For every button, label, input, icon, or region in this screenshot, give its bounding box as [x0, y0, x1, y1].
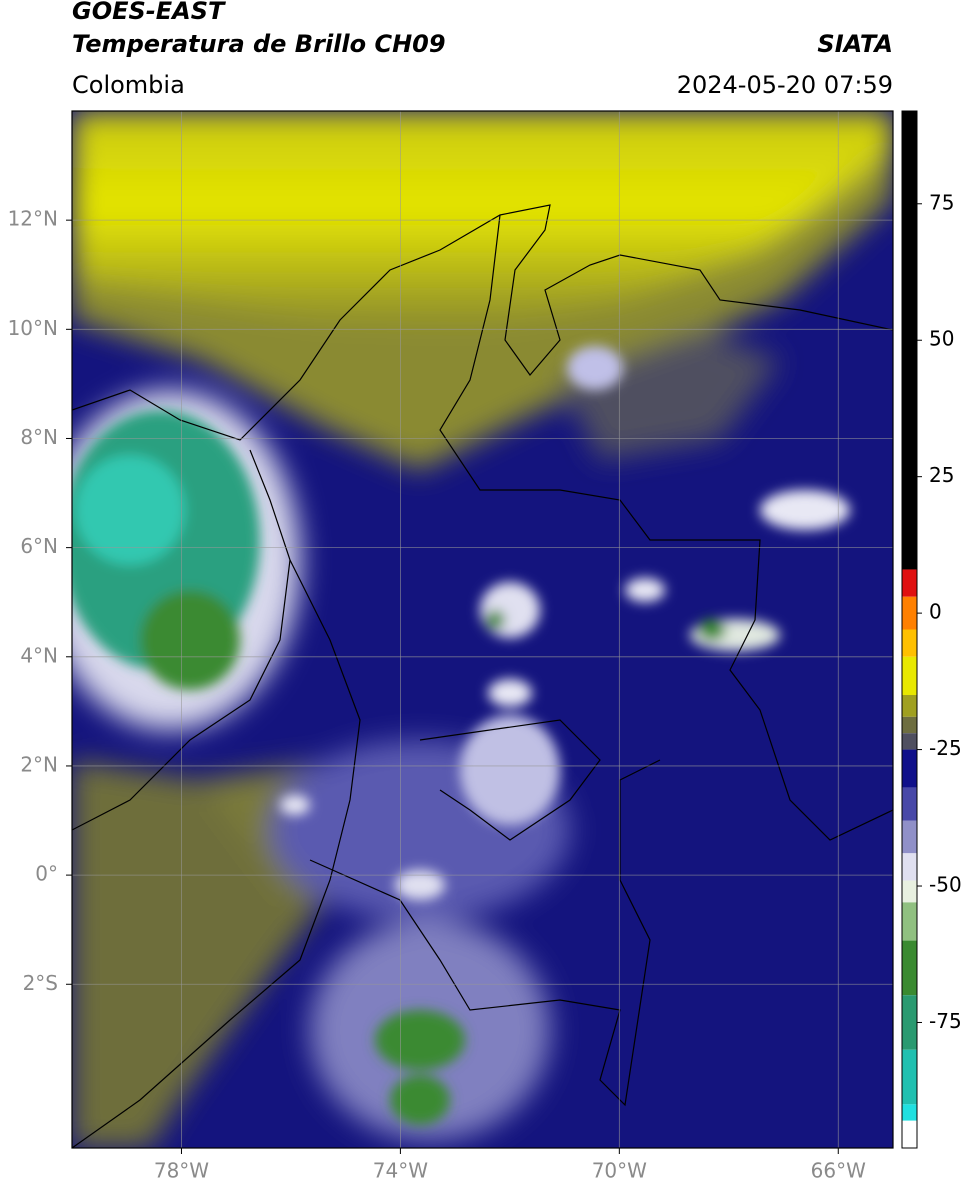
colorbar-segment [902, 733, 917, 750]
colorbar-segment [902, 940, 917, 996]
x-tick-label: 70°W [592, 1159, 647, 1183]
colorbar [902, 111, 917, 1148]
y-tick-label: 12°N [8, 207, 58, 231]
colorbar-tick-label: -25 [929, 736, 962, 760]
colorbar-tick-label: -75 [929, 1009, 962, 1033]
colorbar-tick-label: 75 [929, 190, 954, 214]
title: GOES-EAST [72, 0, 226, 25]
colorbar-segment [902, 1120, 917, 1148]
x-tick-label: 78°W [154, 1159, 209, 1183]
colorbar-segment [902, 569, 917, 597]
colorbar-segment [902, 902, 917, 941]
source: SIATA [817, 30, 893, 58]
x-tick-label: 66°W [811, 1159, 866, 1183]
colorbar-tick-label: 50 [929, 327, 954, 351]
y-tick-label: 6°N [20, 534, 58, 558]
y-tick-label: 2°S [23, 971, 58, 995]
colorbar-segment [902, 629, 917, 657]
colorbar-segment [902, 656, 917, 695]
colorbar-segment [902, 995, 917, 1050]
satellite-image [72, 111, 893, 1148]
colorbar-segment [902, 749, 917, 788]
borders [72, 204, 893, 1148]
colorbar-segment [902, 1104, 917, 1121]
subtitle: Temperatura de Brillo CH09 [72, 30, 446, 58]
y-tick-label: 4°N [20, 643, 58, 667]
map-frame [71, 110, 894, 1149]
colorbar-segment [902, 853, 917, 881]
colorbar-segment [902, 787, 917, 821]
region: Colombia [72, 71, 185, 99]
y-tick-label: 10°N [8, 316, 58, 340]
colorbar-segment [902, 694, 917, 717]
datetime: 2024-05-20 07:59 [677, 71, 893, 99]
colorbar-segment [902, 1049, 917, 1105]
colorbar-segment [902, 820, 917, 854]
colorbar-segment [902, 880, 917, 903]
y-tick-label: 2°N [20, 752, 58, 776]
grid [72, 111, 893, 1148]
colorbar-segment [902, 596, 917, 630]
colorbar-tick-label: 0 [929, 600, 942, 624]
colorbar-tick-label: -50 [929, 873, 962, 897]
x-tick-label: 74°W [373, 1159, 428, 1183]
colorbar-segment [902, 716, 917, 734]
y-tick-label: 8°N [20, 425, 58, 449]
y-tick-label: 0° [35, 862, 58, 886]
colorbar-tick-label: 25 [929, 463, 954, 487]
colorbar-frame [901, 110, 918, 1149]
colorbar-segment [902, 111, 917, 570]
